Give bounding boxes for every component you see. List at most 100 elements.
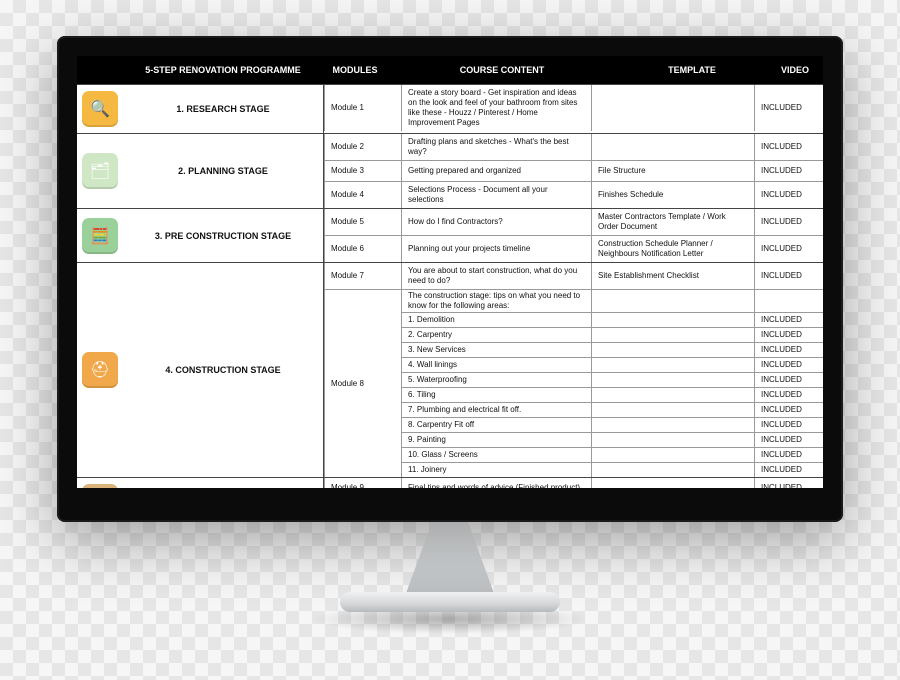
stage-title-precon: 3. PRE CONSTRUCTION STAGE (123, 231, 323, 241)
complete-icon: ✔ (82, 484, 118, 488)
table-row: Module 2Drafting plans and sketches - Wh… (324, 134, 823, 160)
video-cell: INCLUDED (754, 358, 823, 372)
video-cell: INCLUDED (754, 263, 823, 289)
video-cell: INCLUDED (754, 403, 823, 417)
content-cell: You are about to start construction, wha… (401, 263, 591, 289)
template-cell (591, 388, 754, 402)
template-cell (591, 373, 754, 387)
stage-planning: 🗂 2. PLANNING STAGEModule 2Drafting plans… (77, 133, 823, 208)
table-row: Module 5How do I find Contractors?Master… (324, 209, 823, 235)
template-cell (591, 343, 754, 357)
module-cell: Module 1 (324, 85, 401, 131)
stage-left-precon: 🧮 3. PRE CONSTRUCTION STAGE (77, 209, 324, 262)
video-cell (754, 290, 823, 312)
template-cell (591, 463, 754, 477)
monitor-bezel: 5-STEP RENOVATION PROGRAMME MODULES COUR… (57, 36, 843, 522)
stage-research: 🔍1. RESEARCH STAGEModule 1Create a story… (77, 84, 823, 133)
video-cell: INCLUDED (754, 236, 823, 262)
stage-left-planning: 🗂 2. PLANNING STAGE (77, 134, 324, 208)
construct-icon: ⛑ (82, 352, 118, 388)
stage-rows-complete: Module 9Final tips and words of advice (… (324, 478, 823, 488)
stage-rows-research: Module 1Create a story board - Get inspi… (324, 85, 823, 133)
module8-area-row: 10. Glass / ScreensINCLUDED (401, 447, 823, 462)
module8-intro-row: The construction stage: tips on what you… (401, 290, 823, 312)
template-cell (591, 328, 754, 342)
stage-left-construct: ⛑4. CONSTRUCTION STAGE (77, 263, 324, 477)
video-cell: INCLUDED (754, 433, 823, 447)
template-cell (591, 418, 754, 432)
module-cell: Module 9 (324, 478, 401, 488)
content-cell: 8. Carpentry Fit off (401, 418, 591, 432)
module8-area-row: 1. Demolition INCLUDED (401, 312, 823, 327)
video-cell: INCLUDED (754, 328, 823, 342)
module8-label: Module 8 (324, 290, 401, 477)
table-row: Module 9Final tips and words of advice (… (324, 478, 823, 488)
stage-title-research: 1. RESEARCH STAGE (123, 104, 323, 114)
content-cell: 3. New Services (401, 343, 591, 357)
module8-rows: The construction stage: tips on what you… (401, 290, 823, 477)
content-cell: Planning out your projects timeline (401, 236, 591, 262)
content-cell: 7. Plumbing and electrical fit off. (401, 403, 591, 417)
module8-area-row: 6. TilingINCLUDED (401, 387, 823, 402)
table-row: Module 3Getting prepared and organizedFi… (324, 160, 823, 181)
video-cell: INCLUDED (754, 134, 823, 160)
stage-left-research: 🔍1. RESEARCH STAGE (77, 85, 324, 133)
template-cell: Finishes Schedule (591, 182, 754, 208)
template-cell: Site Establishment Checklist (591, 263, 754, 289)
template-cell: Master Contractors Template / Work Order… (591, 209, 754, 235)
stage-complete: ✔5. PROJECT COMPLETION STAGEModule 9Fina… (77, 477, 823, 488)
template-cell: Construction Schedule Planner / Neighbou… (591, 236, 754, 262)
stage-left-complete: ✔5. PROJECT COMPLETION STAGE (77, 478, 324, 488)
module8-area-row: 2. Carpentry INCLUDED (401, 327, 823, 342)
video-cell: INCLUDED (754, 463, 823, 477)
table-row: Module 1Create a story board - Get inspi… (324, 85, 823, 131)
template-cell (591, 134, 754, 160)
stage-construct: ⛑4. CONSTRUCTION STAGEModule 7You are ab… (77, 262, 823, 477)
module8-area-row: 9. PaintingINCLUDED (401, 432, 823, 447)
module8-block: Module 8The construction stage: tips on … (324, 289, 823, 477)
video-cell: INCLUDED (754, 418, 823, 432)
content-cell: 1. Demolition (401, 313, 591, 327)
table-header-row: 5-STEP RENOVATION PROGRAMME MODULES COUR… (77, 56, 823, 84)
template-cell (591, 403, 754, 417)
stage-precon: 🧮 3. PRE CONSTRUCTION STAGEModule 5How do… (77, 208, 823, 262)
table-row: Module 7You are about to start construct… (324, 263, 823, 289)
module-cell: Module 2 (324, 134, 401, 160)
template-cell (591, 313, 754, 327)
content-cell: 10. Glass / Screens (401, 448, 591, 462)
module-cell: Module 5 (324, 209, 401, 235)
content-cell: How do I find Contractors? (401, 209, 591, 235)
table-row: Module 4Selections Process - Document al… (324, 181, 823, 208)
content-cell: Selections Process - Document all your s… (401, 182, 591, 208)
template-cell: File Structure (591, 161, 754, 181)
video-cell: INCLUDED (754, 313, 823, 327)
template-cell (591, 448, 754, 462)
content-cell: 11. Joinery (401, 463, 591, 477)
col-header-video: VIDEO (767, 65, 823, 75)
monitor-foot (340, 592, 560, 612)
video-cell: INCLUDED (754, 373, 823, 387)
stage-rows-precon: Module 5How do I find Contractors?Master… (324, 209, 823, 262)
content-cell: Getting prepared and organized (401, 161, 591, 181)
module-cell: Module 4 (324, 182, 401, 208)
content-cell: 4. Wall linings (401, 358, 591, 372)
video-cell: INCLUDED (754, 182, 823, 208)
content-cell: 2. Carpentry (401, 328, 591, 342)
video-cell: INCLUDED (754, 478, 823, 488)
video-cell: INCLUDED (754, 161, 823, 181)
content-cell: Create a story board - Get inspiration a… (401, 85, 591, 131)
template-cell (591, 478, 754, 488)
template-cell (591, 433, 754, 447)
col-header-content: COURSE CONTENT (387, 65, 617, 75)
planning-icon: 🗂 (82, 153, 118, 189)
module-cell: Module 3 (324, 161, 401, 181)
stage-title-planning: 2. PLANNING STAGE (123, 166, 323, 176)
precon-icon: 🧮 (82, 218, 118, 254)
content-cell: The construction stage: tips on what you… (401, 290, 591, 312)
module-cell: Module 7 (324, 263, 401, 289)
module8-area-row: 3. New ServicesINCLUDED (401, 342, 823, 357)
module-cell: Module 6 (324, 236, 401, 262)
video-cell: INCLUDED (754, 85, 823, 131)
template-cell (591, 85, 754, 131)
col-header-modules: MODULES (323, 65, 387, 75)
